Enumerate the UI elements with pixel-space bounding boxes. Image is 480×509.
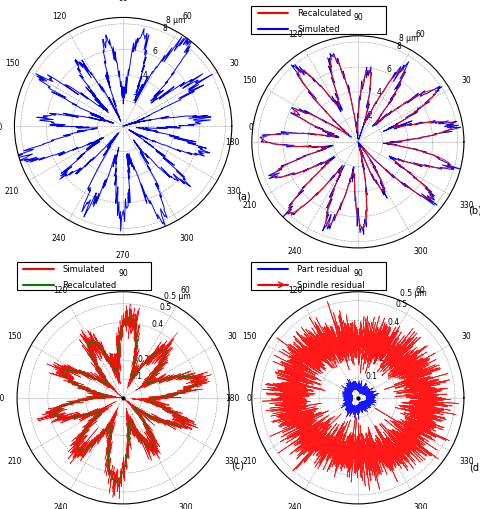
Text: (b): (b)	[468, 205, 480, 215]
Text: 0.5 μm: 0.5 μm	[399, 289, 425, 298]
Text: Recalculated: Recalculated	[296, 10, 350, 18]
FancyBboxPatch shape	[17, 262, 151, 291]
FancyBboxPatch shape	[251, 7, 385, 35]
Text: Simulated: Simulated	[296, 25, 339, 34]
FancyBboxPatch shape	[251, 262, 385, 291]
Text: Recalculated: Recalculated	[62, 281, 116, 290]
Text: Spindle residual: Spindle residual	[296, 281, 364, 290]
Text: Simulated: Simulated	[62, 265, 105, 274]
Text: 8 μm: 8 μm	[398, 34, 418, 43]
Text: Part residual: Part residual	[296, 265, 349, 274]
Text: 8 μm: 8 μm	[165, 16, 184, 24]
Text: (d): (d)	[468, 461, 480, 471]
Text: (c): (c)	[231, 459, 244, 469]
Text: 0.5 μm: 0.5 μm	[163, 292, 190, 301]
Text: (a): (a)	[236, 191, 250, 201]
